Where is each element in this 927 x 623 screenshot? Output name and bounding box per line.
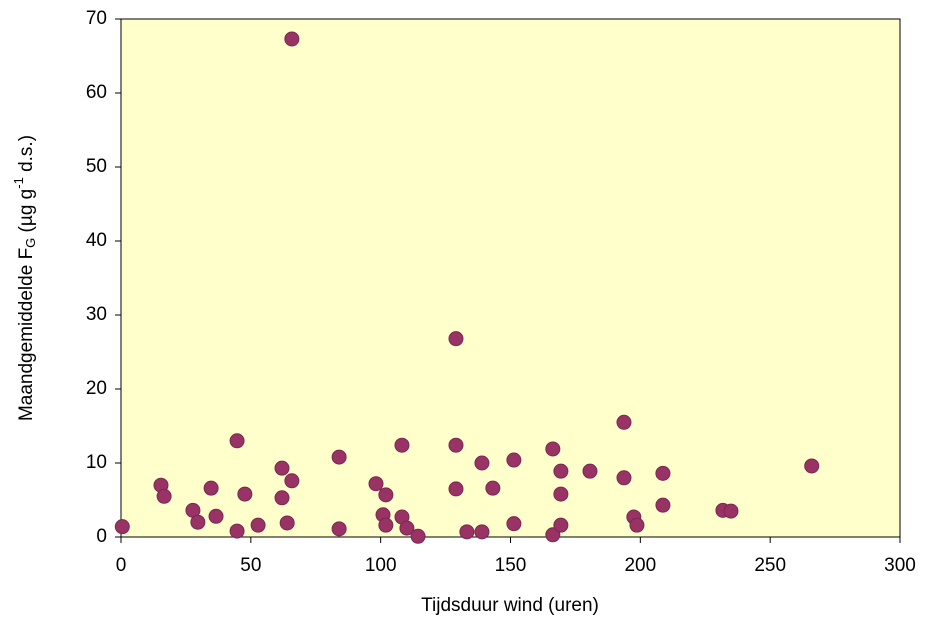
y-title-sub: G	[23, 238, 38, 248]
point	[378, 517, 394, 533]
point	[723, 503, 739, 519]
point	[655, 497, 671, 513]
y-title-part: Maandgemiddelde F	[16, 248, 37, 421]
x-tick-label: 0	[116, 555, 127, 576]
point	[190, 514, 206, 530]
point	[250, 517, 266, 533]
point	[553, 517, 569, 533]
y-title-part: d.s.)	[16, 135, 37, 177]
y-tick-label: 30	[86, 304, 107, 325]
point	[629, 517, 645, 533]
point	[553, 486, 569, 502]
point	[553, 463, 569, 479]
point	[545, 441, 561, 457]
point	[229, 433, 245, 449]
point	[331, 521, 347, 537]
point	[506, 516, 522, 532]
point	[203, 480, 219, 496]
x-axis-title: Tijdsduur wind (uren)	[421, 595, 599, 616]
x-tick-label: 50	[240, 555, 261, 576]
point	[485, 480, 501, 496]
y-tick-label: 50	[86, 156, 107, 177]
plot-area	[120, 18, 901, 538]
point	[284, 31, 300, 47]
point	[448, 331, 464, 347]
point	[616, 414, 632, 430]
y-title-sup: -1	[11, 177, 26, 189]
y-tick-label: 60	[86, 82, 107, 103]
x-tick-label: 150	[495, 555, 527, 576]
point	[331, 449, 347, 465]
point	[448, 481, 464, 497]
point	[545, 527, 561, 543]
point	[506, 452, 522, 468]
point	[448, 437, 464, 453]
y-title-part: (µg g	[16, 189, 37, 238]
point	[410, 528, 426, 544]
point	[459, 524, 475, 540]
y-tick-label: 0	[96, 526, 107, 547]
y-tick-label: 20	[86, 378, 107, 399]
y-tick-label: 40	[86, 230, 107, 251]
point	[229, 523, 245, 539]
point	[616, 470, 632, 486]
point	[582, 463, 598, 479]
point	[399, 520, 415, 536]
point	[237, 486, 253, 502]
y-axis-title: Maandgemiddelde FG (µg g-1 d.s.)	[11, 135, 38, 421]
point	[394, 437, 410, 453]
point	[804, 458, 820, 474]
point	[274, 490, 290, 506]
point	[208, 508, 224, 524]
x-tick-label: 200	[624, 555, 656, 576]
y-tick-label: 70	[86, 8, 107, 29]
point	[114, 519, 130, 535]
x-tick-label: 100	[365, 555, 397, 576]
point	[655, 465, 671, 481]
y-tick-label: 10	[86, 452, 107, 473]
x-tick-label: 250	[754, 555, 786, 576]
point	[474, 524, 490, 540]
point	[156, 488, 172, 504]
point	[274, 460, 290, 476]
point	[474, 455, 490, 471]
x-tick-label: 300	[884, 555, 916, 576]
point	[284, 473, 300, 489]
point	[279, 515, 295, 531]
point	[378, 487, 394, 503]
point	[368, 476, 384, 492]
